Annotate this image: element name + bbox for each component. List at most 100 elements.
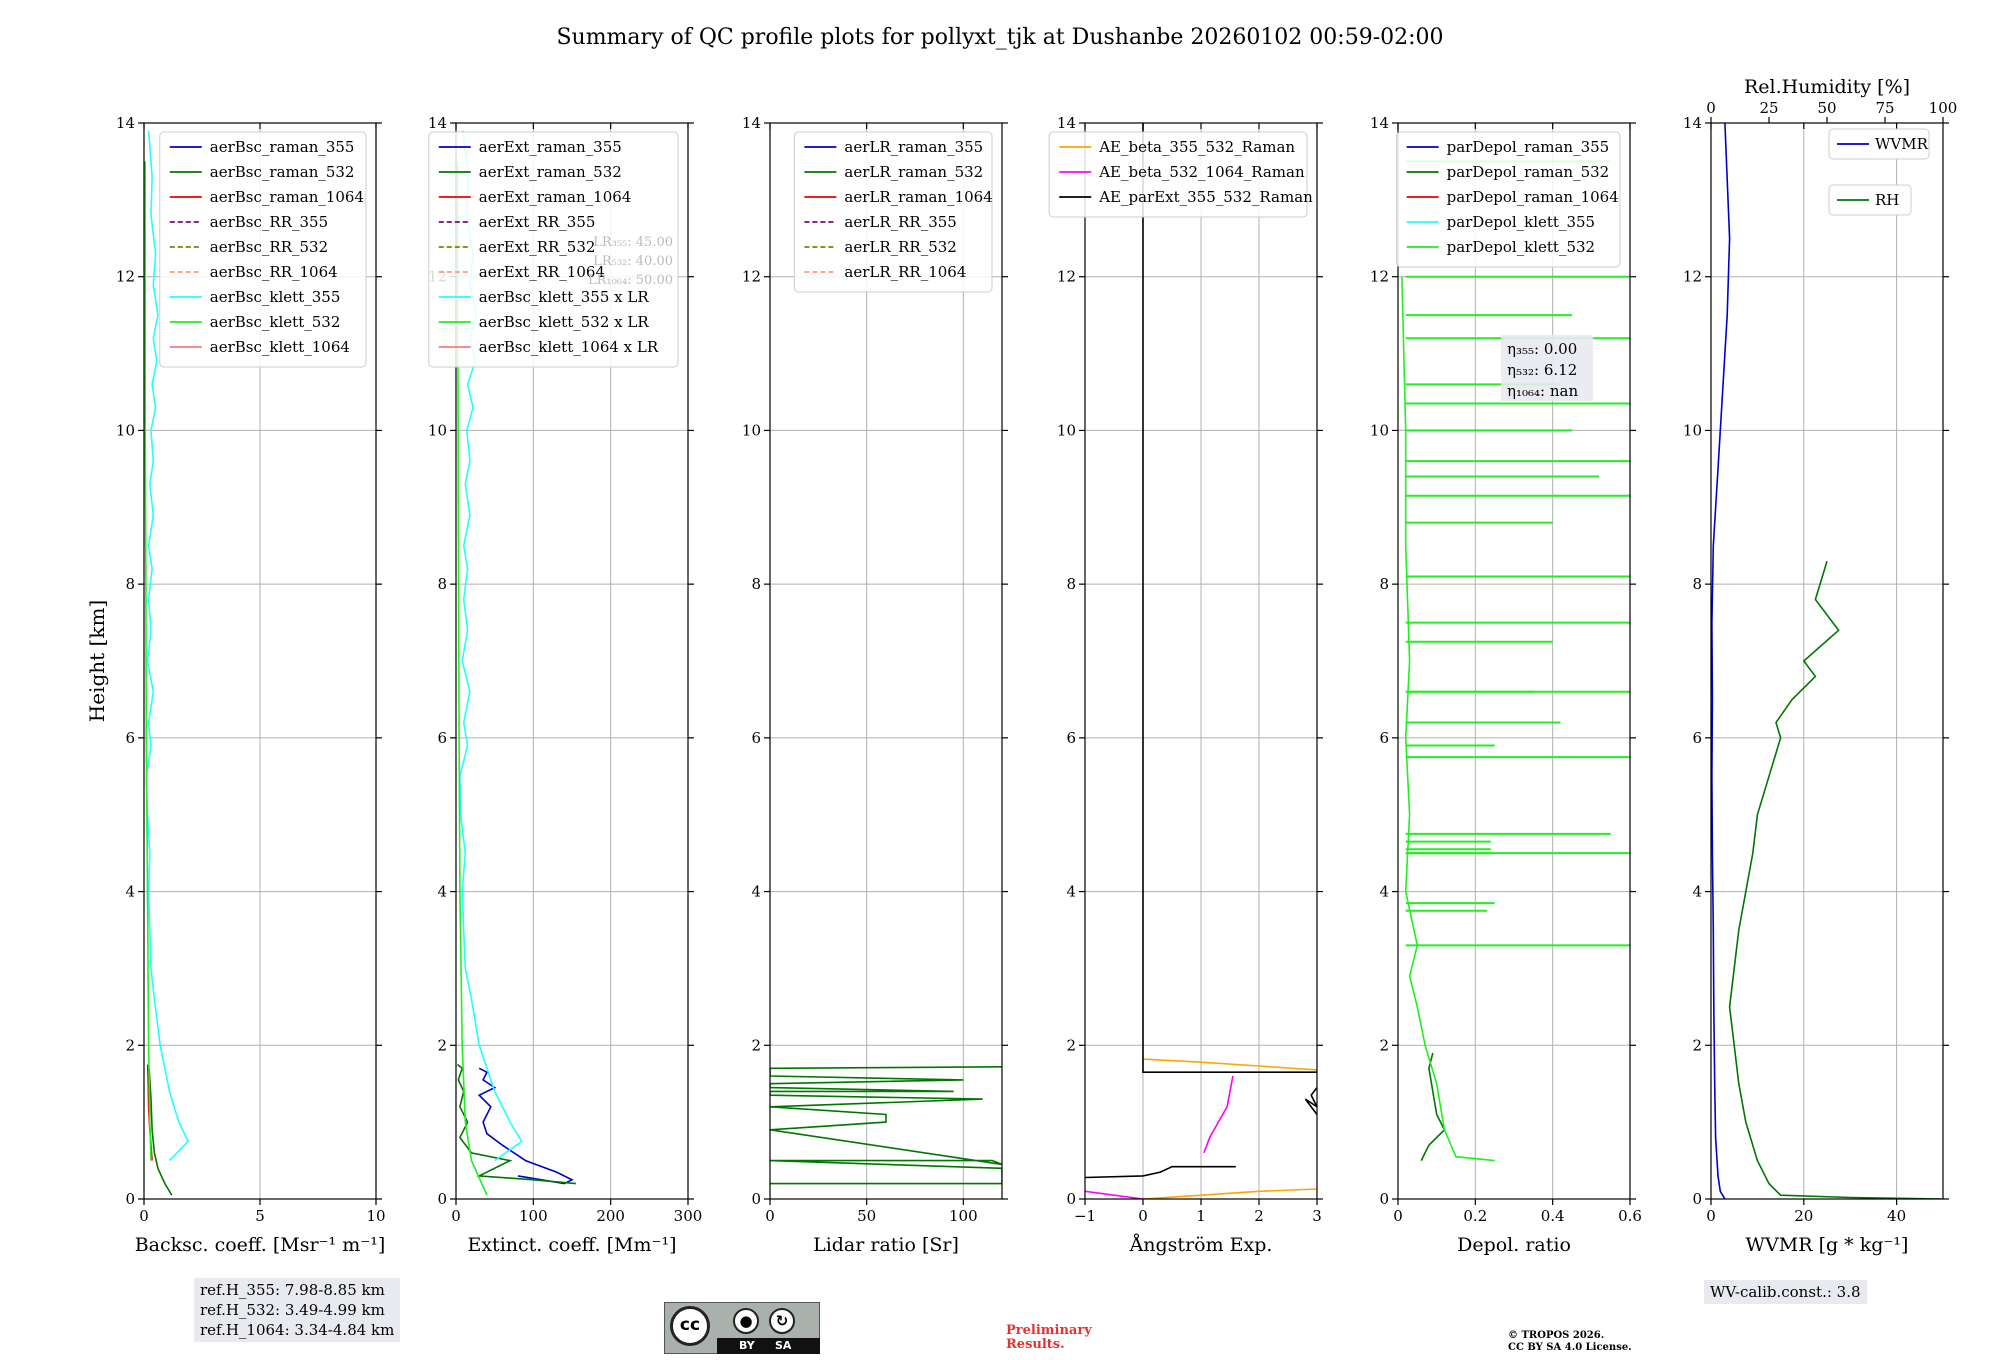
x-axis-label: Depol. ratio [1457,1234,1571,1256]
x-tick-label: 100 [949,1207,978,1225]
y-tick-label: 12 [1057,268,1076,286]
cc-license-badge: cc ● ↻ BY SA [664,1302,820,1354]
cc-logo-icon: cc [670,1306,710,1346]
wv-calib-box: WV-calib.const.: 3.8 [1704,1280,1867,1304]
axes-frame [1710,122,1944,1200]
y-tick-label: 12 [116,268,135,286]
series-group [1401,160,1630,1162]
y-tick-label: 4 [1066,883,1076,901]
y-tick-label: 4 [1379,883,1389,901]
series-line-aerbsc-klett-532-x-lr [456,161,488,1196]
x2-axis-label: Rel.Humidity [%] [1744,76,1910,98]
x-axis-label: Extinct. coeff. [Mm⁻¹] [467,1234,676,1256]
legend-label-aerlr-raman-532: aerLR_raman_532 [844,163,983,181]
copyright-note: © TROPOS 2026. CC BY SA 4.0 License. [1508,1330,1632,1354]
legend-frame [1828,128,1930,160]
legend: parDepol_raman_355 parDepol_raman_532 parD… [1396,131,1621,268]
y-tick-label: 6 [751,729,761,747]
license-by-label: BY [739,1339,755,1352]
series-line-aerext-raman-355 [477,1067,574,1185]
y-tick-label: 0 [751,1190,761,1208]
legend-label-pardepol-raman-1064: parDepol_raman_1064 [1447,188,1619,206]
x-tick-label: 10 [366,1207,385,1225]
panel-depolarization: 0 0.2 0.4 0.6 0 2 4 6 8 10 12 14 Depol. ratio parDepo… [1370,114,1642,1256]
legend-label-aerbsc-klett-1064-x-lr: aerBsc_klett_1064 x LR [479,338,659,356]
series-line-ae-parext-355-532-raman [1085,123,1317,1179]
series-line-aerbsc-raman-532 [148,1068,173,1196]
x-tick-label: 3 [1312,1207,1322,1225]
share-alike-icon: ↻ [769,1308,795,1334]
x-tick-label: 300 [674,1207,703,1225]
lidar-ratio-annotation: LR₅₃₂: 40.00 [593,254,673,269]
lidar-ratio-annotation: LR₁₀₆₄: 50.00 [588,273,673,288]
y-tick-label: 6 [125,729,135,747]
legend-label-aerbsc-klett-532: aerBsc_klett_532 [210,313,341,331]
y-tick-label: 10 [1370,421,1389,439]
x-tick-label: 100 [519,1207,548,1225]
series-line-aerbsc-klett-355 [145,130,190,1162]
legend: WVMR RH [1828,128,1930,216]
y-tick-label: 8 [1379,575,1389,593]
y-tick-label: 2 [751,1036,761,1054]
y-tick-label: 12 [1683,268,1702,286]
y-tick-label: 2 [1066,1036,1076,1054]
legend-label-rh: RH [1875,191,1899,209]
panel-lidar_ratio: 0 50 100 0 2 4 6 8 10 12 14 Lidar ratio [Sr] aerLR_r… [742,114,1008,1256]
y-tick-label: 12 [742,268,761,286]
legend-label-aerbsc-raman-532: aerBsc_raman_532 [210,163,355,181]
legend-label-aerlr-rr-355: aerLR_RR_355 [844,213,956,231]
axes-frame [1397,122,1631,1200]
legend-label-aerbsc-klett-1064: aerBsc_klett_1064 [210,338,350,356]
panel-extinction: 010020030002468101214Extinct. coeff. [Mm… [428,114,702,1256]
legend-label-aerbsc-rr-355: aerBsc_RR_355 [210,213,328,231]
y-tick-label: 0 [1066,1190,1076,1208]
legend-label-aerbsc-klett-355-x-lr: aerBsc_klett_355 x LR [479,288,650,306]
eta-box [1501,335,1593,401]
series-group [1711,123,1943,1199]
eta-label: η₅₃₂: 6.12 [1507,361,1577,379]
x-axis-label: Lidar ratio [Sr] [813,1234,959,1256]
legend-frame [1048,131,1308,218]
series-group [770,1066,1002,1185]
ref-height-532: ref.H_532: 3.49-4.99 km [200,1301,385,1319]
y-tick-label: 10 [1057,421,1076,439]
axes-frame [769,122,1003,1200]
legend-frame [159,131,367,368]
y-tick-label: 8 [1066,575,1076,593]
x-tick-label: 0 [1138,1207,1148,1225]
x-tick-label: 2 [1254,1207,1264,1225]
legend-label-aerlr-rr-532: aerLR_RR_532 [844,238,956,256]
legend-label-aerlr-rr-1064: aerLR_RR_1064 [844,263,966,281]
ref-height-1064: ref.H_1064: 3.34-4.84 km [200,1321,395,1339]
y-tick-label: 12 [1370,268,1389,286]
y-tick-label: 2 [437,1036,447,1054]
legend-label-aerbsc-rr-532: aerBsc_RR_532 [210,238,328,256]
x-tick-label: 1 [1196,1207,1206,1225]
preliminary-results-note: Preliminary Results. [1006,1323,1092,1352]
y-tick-label: 6 [1692,729,1702,747]
series-line-wvmr [1711,123,1731,1199]
legend: aerExt_raman_355 aerExt_raman_532 aerExt_r… [428,131,679,368]
legend-frame [428,131,679,368]
eta-label: η₃₅₅: 0.00 [1507,340,1577,358]
ref-height-box: ref.H_355: 7.98-8.85 km ref.H_532: 3.49-… [194,1278,401,1342]
x-axis-label: Ångström Exp. [1129,1234,1273,1256]
series-group [144,130,190,1196]
x-tick-label: 0 [1706,1207,1716,1225]
x-tick-label: −1 [1074,1207,1096,1225]
x-tick-label: 0 [1393,1207,1403,1225]
x2-tick-label: 25 [1759,99,1778,117]
y-tick-label: 4 [125,883,135,901]
y-tick-label: 10 [116,421,135,439]
y-tick-label: 2 [1692,1036,1702,1054]
legend-label-ae-parext-355-532-raman: AE_parExt_355_532_Raman [1098,188,1313,206]
legend-label-aerext-raman-532: aerExt_raman_532 [479,163,622,181]
legend-label-aerext-rr-532: aerExt_RR_532 [479,238,596,256]
series-line-ae-beta-532-1064-raman [1085,1075,1234,1199]
legend-frame [1396,131,1621,268]
y-tick-label: 2 [125,1036,135,1054]
legend: aerBsc_raman_355 aerBsc_raman_532 aerBsc_r… [159,131,367,368]
legend-label-pardepol-klett-355: parDepol_klett_355 [1447,213,1596,231]
legend: aerLR_raman_355 aerLR_raman_532 aerLR_rama… [793,131,993,293]
